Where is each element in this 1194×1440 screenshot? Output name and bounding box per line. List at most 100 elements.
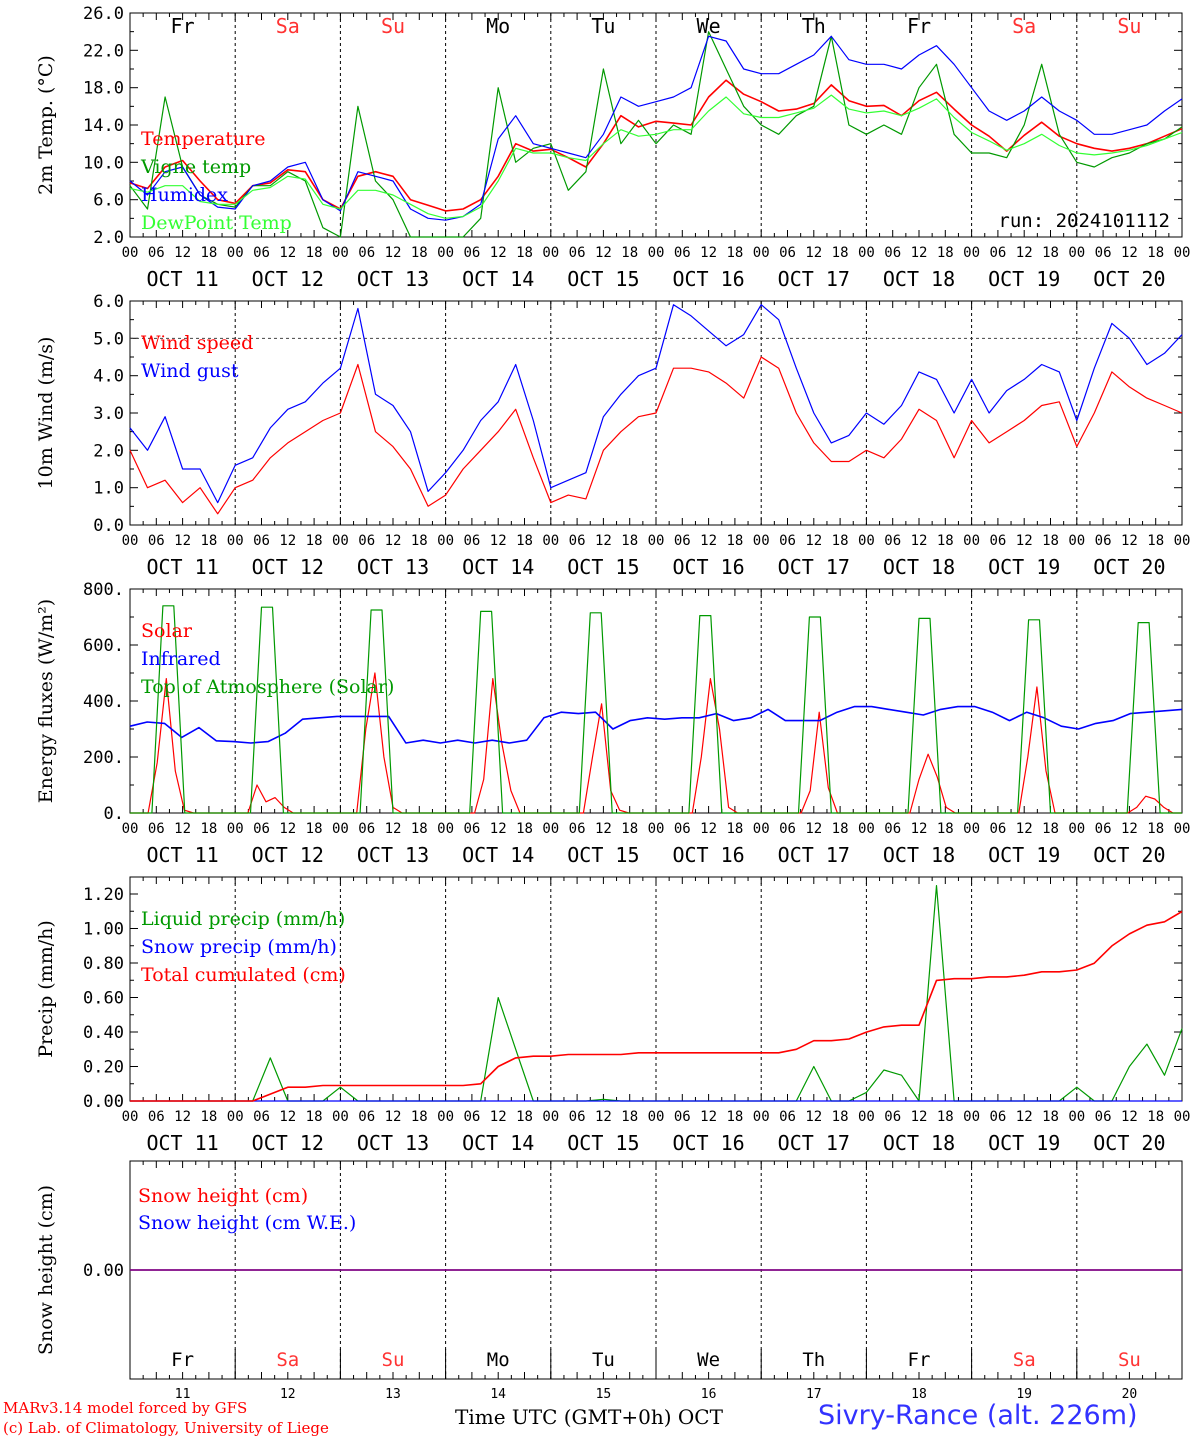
weekday-label: Su: [381, 14, 405, 38]
hour-tick-label: 12: [595, 245, 612, 261]
y-tick-label: 0.00: [83, 1092, 124, 1112]
y-tick-label: 26.0: [83, 4, 124, 24]
hour-tick-label: 00: [1174, 1109, 1191, 1125]
y-tick-label: 0.40: [83, 1023, 124, 1043]
hour-tick-label: 00: [227, 533, 244, 549]
series-line: [129, 94, 1183, 219]
hour-tick-label: 00: [858, 1109, 875, 1125]
hour-tick-label: 18: [726, 533, 743, 549]
hour-tick-label: 12: [279, 245, 296, 261]
hour-tick-label: 06: [989, 533, 1006, 549]
hour-tick-label: 12: [385, 245, 402, 261]
hour-tick-label: 12: [805, 1109, 822, 1125]
hour-tick-label: 00: [858, 821, 875, 837]
y-tick-label: 5.0: [93, 329, 124, 349]
day-label: OCT 14: [462, 843, 534, 867]
hour-tick-label: 12: [174, 821, 191, 837]
hour-tick-label: 00: [437, 245, 454, 261]
hour-tick-label: 00: [542, 245, 559, 261]
hour-tick-label: 06: [884, 533, 901, 549]
y-tick-label: 4.0: [93, 367, 124, 387]
hour-tick-label: 18: [516, 245, 533, 261]
hour-tick-label: 00: [648, 533, 665, 549]
hour-tick-label: 12: [1016, 1109, 1033, 1125]
hour-tick-label: 00: [227, 1109, 244, 1125]
day-label: OCT 11: [146, 555, 218, 579]
hour-tick-label: 12: [174, 1109, 191, 1125]
day-number-label: 19: [1016, 1387, 1032, 1402]
y-tick-label: 0.00: [83, 1261, 124, 1281]
series-line: [129, 304, 1183, 504]
hour-tick-label: 12: [700, 533, 717, 549]
weekday-label: Su: [1117, 14, 1141, 38]
day-label: OCT 20: [1093, 1131, 1165, 1155]
day-label: OCT 18: [883, 1131, 955, 1155]
hour-tick-label: 06: [779, 1109, 796, 1125]
hour-tick-label: 12: [279, 1109, 296, 1125]
hour-tick-label: 12: [1016, 533, 1033, 549]
hour-tick-label: 18: [306, 245, 323, 261]
hour-tick-label: 18: [937, 1109, 954, 1125]
weekday-label: Mo: [486, 14, 510, 38]
hour-tick-label: 06: [463, 245, 480, 261]
y-tick-label: 3.0: [93, 404, 124, 424]
panel-3: 0. 200. 400. 600. 800. Energy fluxes (W/m²) 00…: [35, 580, 1190, 867]
hour-tick-label: 06: [674, 245, 691, 261]
hour-tick-label: 12: [385, 1109, 402, 1125]
day-label: OCT 15: [567, 267, 639, 291]
hour-tick-label: 12: [490, 533, 507, 549]
hour-tick-label: 06: [674, 1109, 691, 1125]
y-tick-label: 0.0: [93, 516, 124, 536]
lab-credit: (c) Lab. of Climatology, University of L…: [3, 1419, 329, 1437]
legend-entry: Snow height (cm W.E.): [138, 1212, 356, 1234]
hour-tick-label: 12: [385, 821, 402, 837]
y-tick-label: 800.: [83, 580, 124, 600]
y-tick-label: 22.0: [83, 41, 124, 61]
day-label: OCT 17: [778, 1131, 850, 1155]
hour-tick-label: 00: [753, 1109, 770, 1125]
series-line: [130, 910, 1183, 1102]
hour-tick-label: 00: [542, 533, 559, 549]
hour-tick-label: 06: [358, 1109, 375, 1125]
hour-tick-label: 00: [858, 245, 875, 261]
hour-tick-label: 00: [963, 533, 980, 549]
hour-tick-label: 18: [1042, 245, 1059, 261]
y-axis-title: Energy fluxes (W/m²): [35, 599, 57, 803]
hour-tick-label: 06: [463, 1109, 480, 1125]
hour-tick-label: 00: [1068, 821, 1085, 837]
hour-tick-label: 00: [753, 821, 770, 837]
y-axis-title: Precip (mm/h): [35, 920, 57, 1058]
hour-tick-label: 00: [648, 245, 665, 261]
hour-tick-label: 12: [911, 821, 928, 837]
day-label: OCT 16: [672, 267, 744, 291]
hour-tick-label: 18: [726, 1109, 743, 1125]
hour-tick-label: 06: [569, 533, 586, 549]
y-tick-label: 0.: [104, 804, 124, 824]
hour-tick-label: 06: [1095, 245, 1112, 261]
hour-tick-label: 12: [1016, 821, 1033, 837]
hour-tick-label: 00: [1174, 533, 1191, 549]
weekday-label: Sa: [1012, 14, 1036, 38]
hour-tick-label: 00: [858, 533, 875, 549]
hour-tick-label: 12: [595, 1109, 612, 1125]
hour-tick-label: 00: [1068, 1109, 1085, 1125]
day-label: OCT 12: [252, 555, 324, 579]
hour-tick-label: 18: [1042, 1109, 1059, 1125]
hour-tick-label: 18: [621, 821, 638, 837]
day-number-label: 13: [385, 1387, 401, 1402]
hour-tick-label: 18: [411, 1109, 428, 1125]
hour-tick-label: 06: [569, 1109, 586, 1125]
series-line: [129, 79, 1183, 212]
y-tick-label: 6.0: [93, 191, 124, 211]
y-tick-label: 600.: [83, 636, 124, 656]
day-number-label: 20: [1122, 1387, 1138, 1402]
day-label: OCT 19: [988, 267, 1060, 291]
legend-entry: Infrared: [141, 648, 221, 670]
weekday-label: We: [697, 1349, 720, 1371]
hour-tick-label: 12: [805, 245, 822, 261]
hour-tick-label: 12: [911, 245, 928, 261]
panel-5: 0.00 Snow height (cm) Fr Sa Su Mo Tu We Th Fr Sa Su…: [35, 1160, 1183, 1402]
legend-entry: Temperature: [141, 128, 265, 150]
day-label: OCT 16: [672, 843, 744, 867]
hour-tick-label: 06: [253, 1109, 270, 1125]
